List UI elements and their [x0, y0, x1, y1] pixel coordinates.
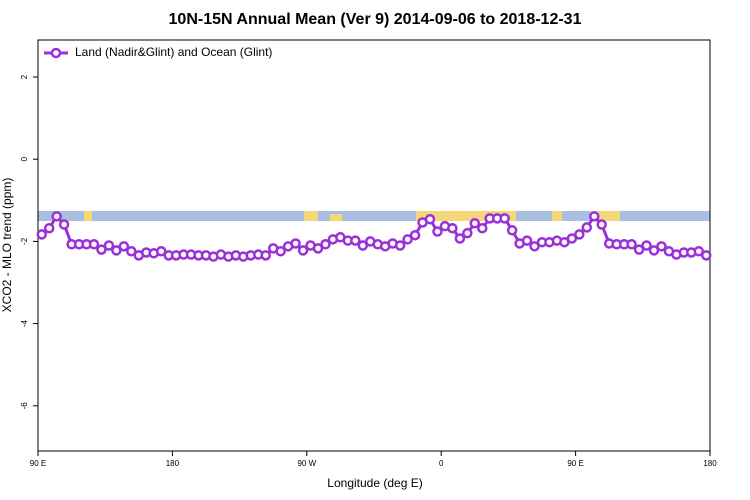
data-point [574, 229, 585, 240]
data-point [103, 240, 115, 251]
data-point [51, 211, 62, 222]
data-point [260, 250, 271, 261]
data-point [477, 222, 488, 234]
data-point [596, 219, 607, 230]
data-point [581, 222, 593, 233]
legend-label: Land (Nadir&Glint) and Ocean (Glint) [75, 45, 272, 59]
land-patch [416, 211, 516, 221]
data-point [275, 246, 286, 257]
data-point [432, 226, 443, 237]
data-point [118, 241, 130, 252]
data-point [350, 235, 361, 246]
y-tick-label: 0 [20, 156, 29, 161]
x-tick-label: 180 [166, 459, 180, 468]
y-tick-label: 2 [20, 74, 29, 79]
land-patch [552, 211, 562, 221]
data-point [320, 239, 331, 250]
x-tick-label: 90 E [30, 459, 46, 468]
data-point [357, 240, 369, 251]
data-point [701, 250, 712, 261]
land-patch [84, 211, 92, 221]
y-tick-label: -2 [20, 237, 29, 245]
x-tick-label: 0 [439, 459, 444, 468]
data-point [126, 246, 137, 257]
data-point [469, 218, 481, 229]
legend-marker [50, 47, 62, 59]
data-point [648, 245, 660, 256]
data-point [454, 233, 466, 244]
y-axis-label: XCO2 - MLO trend (ppm) [0, 178, 14, 313]
data-point [693, 246, 705, 257]
data-point [402, 234, 413, 245]
data-point [589, 211, 600, 222]
surface-strip [38, 211, 710, 221]
data-point [499, 213, 510, 224]
data-point [394, 240, 406, 251]
data-point [43, 222, 55, 234]
data-point [409, 229, 421, 241]
data-point [111, 245, 122, 256]
data-point [633, 244, 645, 255]
data-point [656, 241, 667, 252]
data-point [312, 243, 324, 254]
ocean-band [38, 211, 710, 221]
y-tick-label: -6 [20, 402, 29, 410]
data-point [290, 238, 301, 249]
land-patch [590, 211, 620, 221]
data-point [521, 235, 533, 246]
x-tick-label: 180 [703, 459, 717, 468]
x-tick-label: 90 E [567, 459, 583, 468]
legend: Land (Nadir&Glint) and Ocean (Glint) [44, 45, 272, 59]
y-tick-label: -4 [20, 319, 29, 327]
data-point [297, 245, 309, 256]
x-tick-label: 90 W [297, 459, 316, 468]
data-point [506, 225, 518, 236]
data-point [626, 239, 637, 250]
plot-frame [37, 39, 711, 452]
data-point [529, 241, 540, 252]
data-point [447, 222, 458, 234]
data-point [566, 233, 578, 244]
data-point [462, 227, 473, 239]
chart-title: 10N-15N Annual Mean (Ver 9) 2014-09-06 t… [169, 11, 582, 28]
data-point [88, 239, 100, 250]
x-axis-label: Longitude (deg E) [327, 476, 422, 490]
data-point [155, 246, 167, 257]
data-point [96, 244, 107, 255]
land-patch [330, 214, 342, 221]
data-point [36, 229, 47, 240]
data-point [58, 219, 70, 230]
data-point [424, 213, 436, 225]
data-point [641, 240, 652, 251]
land-patch [304, 211, 318, 221]
